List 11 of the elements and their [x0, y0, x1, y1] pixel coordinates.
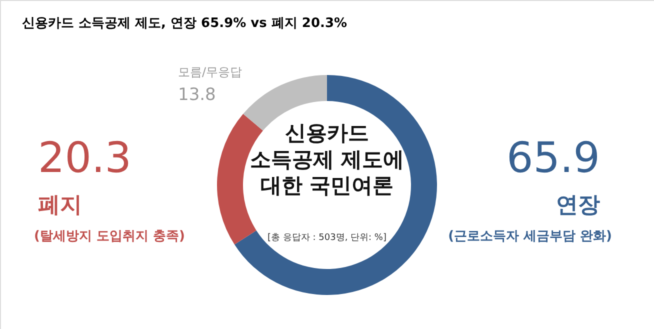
slice-label: 모름/무응답	[178, 65, 242, 79]
text: (탈세방지 도입취지 충족)	[34, 229, 185, 244]
slice-label: 폐지	[38, 193, 82, 218]
data-label: 65.9	[506, 133, 600, 182]
chart-title: 신용카드 소득공제 제도, 연장 65.9% vs 폐지 20.3%	[22, 16, 348, 31]
text: 신용카드 소득공제 제도에 대한 국민여론	[250, 121, 404, 198]
slice-label: 연장	[556, 193, 600, 218]
data-label: 13.8	[178, 85, 216, 105]
text: [총 응답자 : 503명, 단위: %]	[268, 233, 386, 243]
data-label: 20.3	[38, 133, 132, 182]
text: (근로소득자 세금부담 완화)	[448, 229, 612, 244]
